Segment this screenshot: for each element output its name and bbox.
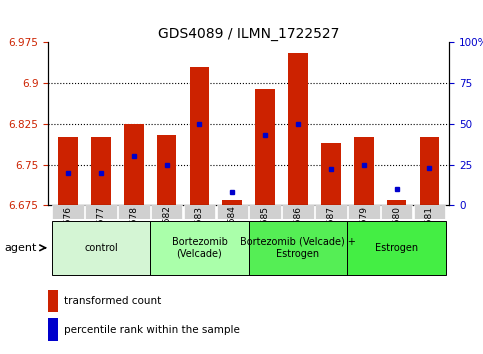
Bar	[190, 67, 209, 205]
Bar	[223, 200, 242, 205]
Text: GSM766677: GSM766677	[97, 206, 105, 261]
Bar	[52, 205, 84, 219]
Text: GSM766678: GSM766678	[129, 206, 138, 261]
Text: percentile rank within the sample: percentile rank within the sample	[64, 325, 240, 335]
Text: GSM766686: GSM766686	[294, 206, 302, 261]
Bar	[420, 137, 440, 205]
Text: GSM766676: GSM766676	[64, 206, 72, 261]
Bar	[52, 221, 150, 275]
Text: Estrogen: Estrogen	[375, 243, 418, 253]
Bar	[150, 221, 249, 275]
Bar	[249, 205, 281, 219]
Bar	[124, 124, 143, 205]
Bar	[91, 137, 111, 205]
Bar	[282, 205, 314, 219]
Bar	[184, 205, 215, 219]
Text: control: control	[84, 243, 118, 253]
Bar	[58, 137, 78, 205]
Text: agent: agent	[5, 243, 37, 253]
Bar	[118, 205, 150, 219]
Bar	[381, 205, 412, 219]
Title: GDS4089 / ILMN_1722527: GDS4089 / ILMN_1722527	[158, 28, 340, 41]
Bar	[288, 53, 308, 205]
Text: transformed count: transformed count	[64, 296, 162, 306]
Text: GSM766684: GSM766684	[228, 206, 237, 261]
Bar	[256, 88, 275, 205]
Bar	[354, 137, 374, 205]
Bar	[414, 205, 445, 219]
Bar	[151, 205, 183, 219]
Text: GSM766682: GSM766682	[162, 206, 171, 261]
Bar	[348, 205, 380, 219]
Bar	[347, 221, 446, 275]
Text: GSM766683: GSM766683	[195, 206, 204, 261]
Bar	[48, 318, 58, 341]
Bar	[48, 290, 58, 312]
Text: GSM766679: GSM766679	[359, 206, 368, 261]
Text: Bortezomib (Velcade) +
Estrogen: Bortezomib (Velcade) + Estrogen	[240, 237, 356, 259]
Bar	[315, 205, 347, 219]
Bar	[387, 200, 407, 205]
Text: Bortezomib
(Velcade): Bortezomib (Velcade)	[171, 237, 227, 259]
Text: GSM766680: GSM766680	[392, 206, 401, 261]
Text: GSM766681: GSM766681	[425, 206, 434, 261]
Bar	[321, 143, 341, 205]
Bar	[249, 221, 347, 275]
Text: GSM766685: GSM766685	[261, 206, 270, 261]
Bar	[157, 135, 176, 205]
Bar	[85, 205, 117, 219]
Text: GSM766687: GSM766687	[327, 206, 335, 261]
Bar	[216, 205, 248, 219]
